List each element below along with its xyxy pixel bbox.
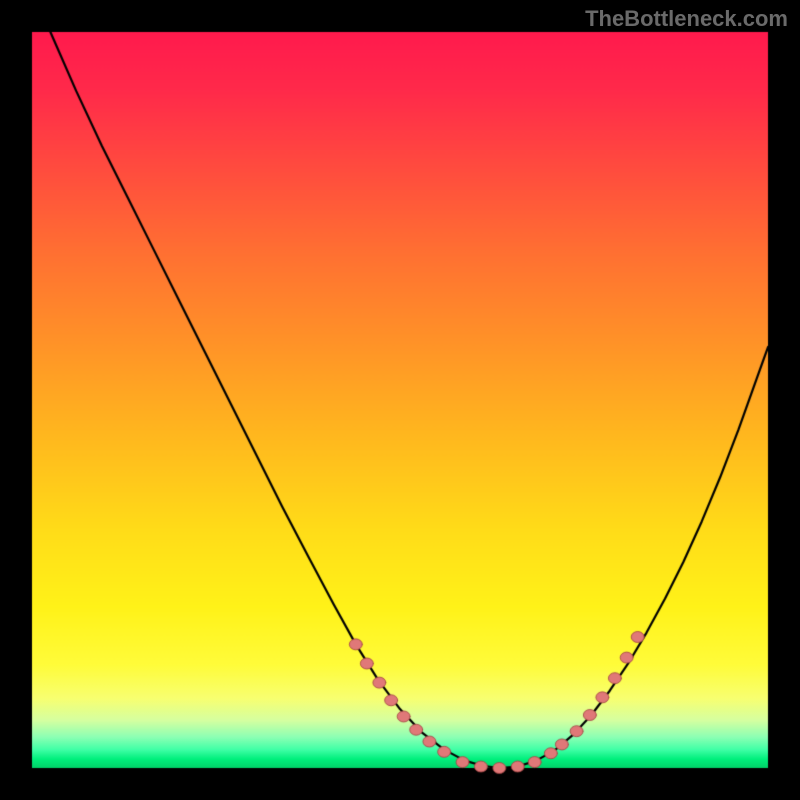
bottleneck-chart [0,0,800,800]
attribution-text: TheBottleneck.com [585,6,788,32]
